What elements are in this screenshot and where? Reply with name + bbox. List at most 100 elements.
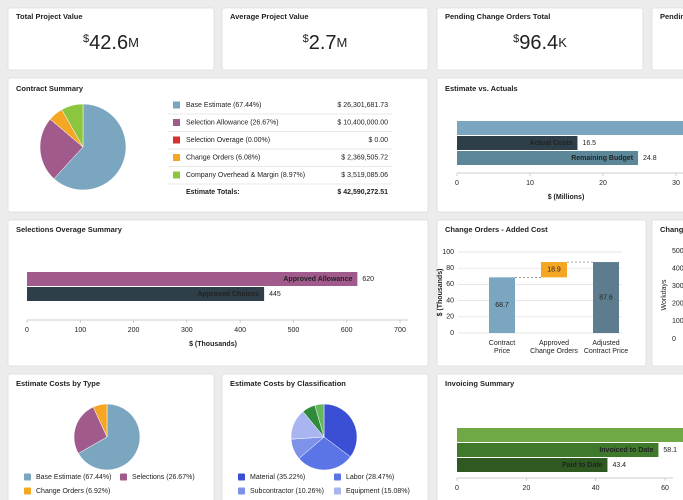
bar-value-label: 18.9	[547, 267, 561, 274]
legend-swatch	[238, 487, 245, 495]
x-tick-label: 100	[74, 327, 86, 334]
kpi-card	[436, 7, 644, 71]
chart-card	[7, 77, 429, 213]
label-line: Change Orders	[530, 348, 578, 355]
bar-category-label: Remaining Budget	[571, 155, 634, 162]
x-axis-label: $ (Millions)	[548, 194, 585, 201]
bar-value-label: 445	[269, 291, 281, 298]
legend-label: Selection Allowance (26.67%)	[186, 119, 279, 126]
pie-slice	[92, 403, 108, 438]
kpi-card	[7, 7, 215, 71]
pie-slice	[323, 403, 358, 458]
kpi-value: $96.4K	[513, 32, 567, 54]
chart-title: Invoicing Summary	[445, 379, 515, 388]
chart-title: Selections Overage Summary	[16, 225, 123, 234]
bar	[457, 458, 608, 472]
legend-amount: $ 26,301,681.73	[337, 102, 388, 109]
x-tick-label: 20	[599, 180, 607, 187]
x-tick-label: 30	[672, 180, 680, 187]
kpi-suffix: M	[337, 35, 348, 50]
x-tick-label: 400	[234, 327, 246, 334]
legend-label: Selections (26.67%)	[132, 474, 195, 481]
legend-swatch	[173, 171, 180, 179]
bar-value-label: 24.8	[643, 155, 657, 162]
legend-label: Change Orders (6.92%)	[36, 488, 110, 495]
legend-amount: $ 10,400,000.00	[337, 119, 388, 126]
legend-swatch	[173, 119, 180, 126]
y-tick-label: 400	[672, 265, 683, 272]
y-tick-label: 40	[446, 297, 454, 304]
legend-swatch	[173, 101, 180, 109]
legend-swatch	[24, 473, 31, 481]
label-line: Contract	[489, 340, 516, 347]
x-tick-label: 700	[394, 327, 406, 334]
chart-title: Estimate vs. Actuals	[445, 84, 518, 93]
x-tick-label: 60	[661, 485, 669, 492]
x-tick-label: Adjusted Contract Price	[584, 340, 628, 355]
kpi-prefix: $	[83, 33, 89, 45]
x-tick-label: Contract Price	[489, 340, 516, 355]
y-tick-label: 500	[672, 248, 683, 255]
x-tick-label: 40	[592, 485, 600, 492]
kpi-title: Pending Change Orders Total	[445, 12, 550, 21]
pie-slice	[61, 103, 84, 148]
bar-category-label: Approved Allowance	[283, 276, 352, 283]
y-tick-label: 60	[446, 281, 454, 288]
pie-slice	[77, 403, 141, 471]
kpi-title: Total Project Value	[16, 12, 83, 21]
bar-value-label: 620	[362, 276, 374, 283]
kpi-value: $2.7M	[303, 32, 348, 54]
legend-label: Selection Overage (0.00%)	[186, 137, 270, 144]
y-axis-label: Workdays	[661, 279, 668, 310]
legend-label: Labor (28.47%)	[346, 474, 394, 481]
total-label: Estimate Totals:	[186, 189, 240, 196]
legend-amount: $ 0.00	[369, 137, 389, 144]
kpi-number: 42.6	[89, 32, 128, 54]
bar	[489, 277, 515, 333]
chart-card	[651, 219, 683, 367]
x-tick-label: Approved Change Orders	[530, 340, 578, 355]
kpi-title: Average Project Value	[230, 12, 309, 21]
x-tick-label: 300	[181, 327, 193, 334]
chart-title: Estimate Costs by Type	[16, 379, 100, 388]
y-tick-label: 20	[446, 314, 454, 321]
kpi-card	[651, 7, 683, 71]
bar	[27, 287, 265, 301]
x-tick-label: 10	[526, 180, 534, 187]
kpi-suffix: K	[558, 35, 567, 50]
y-tick-label: 80	[446, 265, 454, 272]
chart-title: Change Orders - Added Cost	[445, 225, 548, 234]
y-tick-label: 0	[450, 330, 454, 337]
x-tick-label: 500	[288, 327, 300, 334]
bar	[593, 262, 619, 333]
label-line: Price	[494, 348, 510, 355]
bar-value-label: 87.6	[599, 294, 613, 301]
legend-swatch	[334, 487, 341, 495]
x-tick-label: 20	[522, 485, 530, 492]
legend-label: Base Estimate (67.44%)	[186, 102, 261, 109]
y-tick-label: 100	[672, 318, 683, 325]
legend-label: Subcontractor (10.26%)	[250, 488, 324, 495]
bar-value-label: 68.7	[495, 302, 509, 309]
label-line: Adjusted	[592, 340, 619, 347]
x-tick-label: 0	[455, 180, 459, 187]
kpi-card	[221, 7, 429, 71]
y-tick-label: 0	[672, 336, 676, 343]
y-tick-label: 200	[672, 301, 683, 308]
legend-label: Material (35.22%)	[250, 474, 305, 481]
legend-label: Company Overhead & Margin (8.97%)	[186, 172, 305, 179]
bar-value-label: 58.1	[663, 447, 677, 454]
chart-title: Estimate Costs by Classification	[230, 379, 346, 388]
y-axis-label: $ (Thousands)	[437, 269, 444, 317]
legend-amount: $ 3,519,085.06	[341, 172, 388, 179]
x-tick-label: 0	[25, 327, 29, 334]
pie-slice	[298, 436, 351, 471]
y-tick-label: 300	[672, 283, 683, 290]
pie-slice	[73, 406, 108, 454]
kpi-number: 2.7	[309, 32, 337, 54]
x-tick-label: 0	[455, 485, 459, 492]
bar	[457, 151, 639, 165]
pie-slice	[39, 118, 84, 180]
